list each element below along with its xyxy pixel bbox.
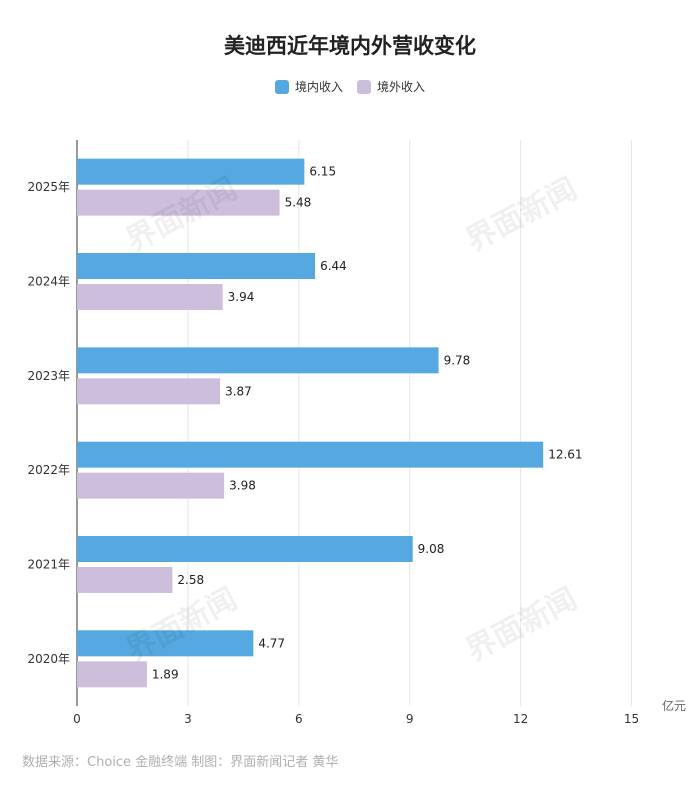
- legend-swatch-domestic: [274, 79, 289, 94]
- category-label-4: 2021年: [27, 558, 70, 572]
- bar-s0-c2: [77, 347, 439, 374]
- value-label-s1-c1: 3.94: [228, 290, 255, 304]
- x-tick-label-3: 9: [406, 712, 414, 726]
- bar-s1-c1: [77, 284, 223, 310]
- bar-s0-c0: [77, 158, 305, 185]
- x-tick-label-4: 12: [513, 712, 528, 726]
- legend-item-domestic[interactable]: 境内收入: [274, 78, 343, 95]
- legend: 境内收入 境外收入: [0, 78, 700, 95]
- source-footer: 数据来源：Choice 金融终端 制图：界面新闻记者 黄华: [22, 755, 339, 770]
- legend-item-overseas[interactable]: 境外收入: [357, 78, 425, 95]
- value-label-s1-c0: 5.48: [285, 196, 312, 210]
- bar-s0-c5: [77, 630, 254, 657]
- value-label-s1-c2: 3.87: [225, 384, 252, 398]
- x-tick-label-5: 15: [624, 712, 639, 726]
- category-label-0: 2025年: [27, 180, 70, 194]
- category-label-3: 2022年: [27, 463, 70, 477]
- legend-label-overseas: 境外收入: [377, 80, 426, 94]
- value-label-s0-c2: 9.78: [444, 353, 471, 367]
- bar-s1-c2: [77, 378, 221, 405]
- x-tick-label-1: 3: [184, 712, 192, 726]
- x-tick-label-0: 0: [73, 712, 81, 726]
- value-label-s0-c3: 12.61: [548, 448, 582, 462]
- bar-s0-c1: [77, 253, 316, 279]
- value-label-s0-c5: 4.77: [258, 636, 285, 650]
- value-label-s1-c3: 3.98: [229, 479, 256, 493]
- category-label-5: 2020年: [27, 652, 70, 666]
- value-label-s1-c4: 2.58: [177, 573, 204, 587]
- x-tick-label-2: 6: [295, 712, 303, 726]
- bar-s1-c5: [77, 661, 147, 688]
- bar-s0-c4: [77, 536, 413, 562]
- bar-s1-c0: [77, 189, 280, 216]
- value-label-s1-c5: 1.89: [152, 667, 179, 681]
- value-label-s0-c0: 6.15: [309, 165, 336, 179]
- x-unit-label: 亿元: [662, 698, 686, 713]
- category-label-2: 2023年: [27, 369, 70, 383]
- value-label-s0-c1: 6.44: [320, 259, 347, 273]
- category-label-1: 2024年: [27, 275, 70, 289]
- legend-label-domestic: 境内收入: [294, 80, 343, 94]
- bar-s1-c4: [77, 567, 173, 593]
- value-label-s0-c4: 9.08: [418, 542, 445, 556]
- chart-title: 美迪西近年境内外营收变化: [224, 34, 476, 58]
- bar-s1-c3: [77, 472, 225, 499]
- legend-swatch-overseas: [357, 79, 371, 94]
- bar-s0-c3: [77, 441, 544, 468]
